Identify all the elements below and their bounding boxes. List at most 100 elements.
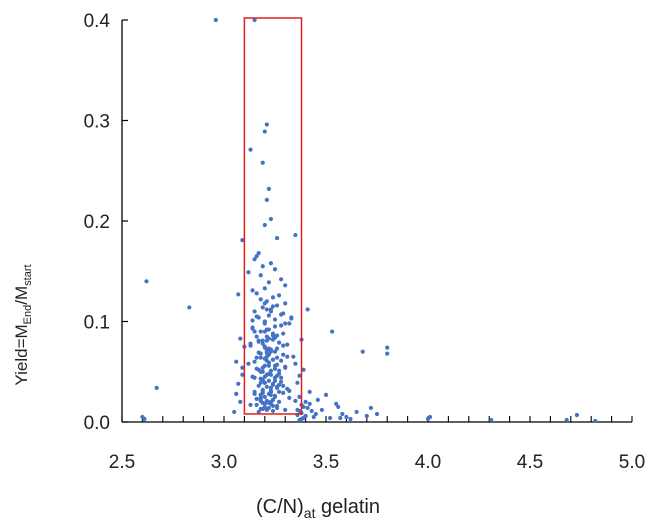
- data-point: [311, 414, 316, 420]
- data-point: [268, 392, 274, 397]
- data-point: [354, 409, 359, 415]
- data-point: [336, 404, 341, 410]
- data-point: [234, 391, 239, 396]
- x-tick-label: 3.5: [313, 452, 339, 473]
- data-point: [327, 415, 333, 421]
- data-point: [262, 401, 267, 407]
- data-point: [283, 321, 288, 326]
- data-point: [287, 321, 292, 326]
- data-point: [252, 375, 257, 380]
- data-point: [187, 305, 192, 310]
- data-point: [264, 197, 269, 202]
- data-point: [427, 414, 433, 420]
- x-title-rest: gelatin: [315, 496, 380, 518]
- data-point: [266, 186, 271, 191]
- data-point: [254, 402, 259, 408]
- data-point: [279, 379, 284, 384]
- x-tick-label: 4.0: [415, 452, 441, 473]
- data-point: [272, 324, 278, 329]
- data-point: [297, 408, 302, 414]
- data-point: [258, 329, 263, 334]
- data-point: [274, 303, 280, 308]
- data-point: [307, 401, 312, 407]
- data-point: [291, 354, 296, 359]
- data-point: [279, 323, 284, 328]
- data-point: [301, 367, 306, 372]
- data-point: [256, 367, 261, 372]
- data-point: [297, 417, 302, 423]
- data-point: [293, 361, 298, 366]
- data-point: [260, 160, 265, 165]
- x-title-main: (C/N): [256, 496, 304, 518]
- data-point: [252, 257, 257, 262]
- data-point: [258, 395, 263, 400]
- data-point: [283, 407, 288, 413]
- data-point: [330, 329, 335, 334]
- data-point: [262, 286, 267, 291]
- data-point: [489, 417, 494, 423]
- data-point: [268, 216, 274, 222]
- x-tick-label: 4.5: [517, 452, 543, 473]
- data-point: [315, 397, 320, 402]
- data-point: [262, 329, 267, 334]
- data-point: [246, 270, 251, 275]
- data-point: [266, 371, 271, 376]
- data-point: [260, 377, 265, 382]
- data-point: [238, 336, 243, 341]
- y-tick-label: 0.0: [84, 413, 110, 434]
- data-point: [234, 359, 239, 364]
- data-point: [272, 363, 278, 368]
- data-point: [258, 297, 263, 302]
- data-point: [270, 408, 276, 414]
- data-point: [272, 267, 278, 272]
- data-point: [264, 384, 269, 389]
- data-point: [274, 355, 280, 360]
- data-point: [276, 340, 282, 345]
- data-point: [262, 222, 267, 228]
- data-point: [285, 354, 290, 359]
- data-point: [260, 406, 265, 412]
- data-point: [338, 415, 343, 421]
- data-point: [297, 394, 302, 399]
- data-point: [254, 334, 259, 339]
- data-point: [305, 405, 310, 411]
- data-point: [270, 337, 276, 342]
- data-point: [260, 264, 265, 269]
- data-point: [385, 351, 390, 356]
- data-point: [374, 411, 380, 417]
- data-point: [293, 232, 298, 238]
- data-point: [262, 394, 267, 399]
- data-point: [287, 388, 292, 393]
- y-tick-label: 0.3: [84, 112, 110, 133]
- data-point: [262, 374, 267, 379]
- data-point: [340, 411, 345, 417]
- data-point: [266, 378, 271, 383]
- data-point: [344, 414, 349, 420]
- data-point: [283, 283, 288, 288]
- data-point: [274, 235, 280, 241]
- data-point: [268, 261, 274, 266]
- data-point: [260, 341, 265, 346]
- data-point: [295, 380, 300, 385]
- data-point: [334, 401, 339, 407]
- data-point: [285, 342, 290, 347]
- y-title-main: Yield=M: [12, 324, 31, 385]
- data-point: [270, 381, 276, 386]
- data-points: [140, 17, 598, 424]
- data-point: [254, 355, 259, 360]
- data-point: [564, 417, 569, 423]
- data-point: [240, 372, 245, 377]
- data-point: [276, 399, 282, 404]
- data-point: [264, 338, 269, 343]
- data-point: [252, 391, 257, 396]
- data-point: [264, 350, 269, 355]
- data-point: [307, 389, 312, 394]
- data-point: [154, 385, 159, 390]
- data-point: [266, 280, 271, 285]
- data-point: [144, 279, 149, 284]
- data-point: [268, 385, 274, 390]
- data-point: [262, 380, 267, 385]
- y-tick-label: 0.1: [84, 313, 110, 334]
- data-point: [574, 412, 580, 418]
